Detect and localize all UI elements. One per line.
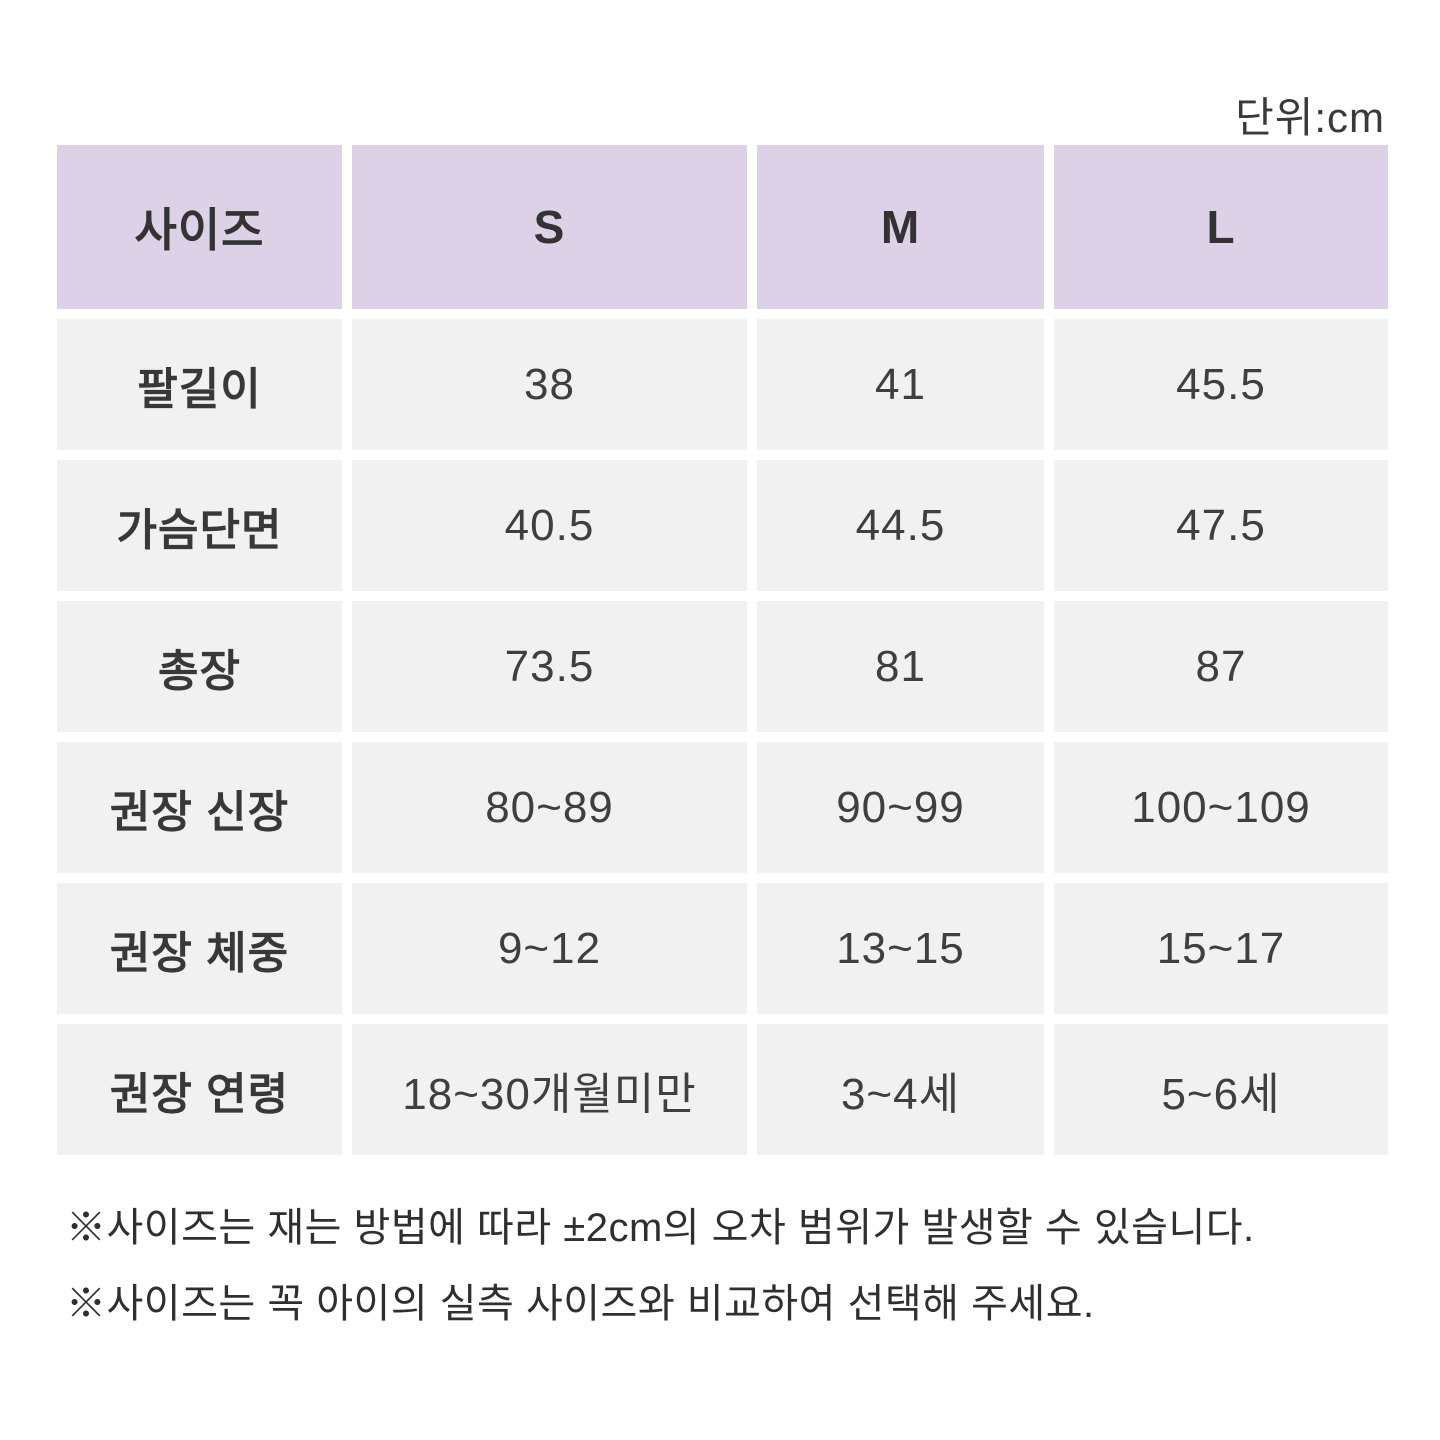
cell-chest-width-m: 44.5 [757,460,1044,591]
row-label-total-length: 총장 [57,601,342,732]
row-label-arm-length: 팔길이 [57,319,342,450]
cell-recommended-weight-s: 9~12 [352,883,747,1014]
cell-recommended-height-l: 100~109 [1054,742,1388,873]
header-cell-l: L [1054,145,1388,309]
header-cell-m: M [757,145,1044,309]
cell-recommended-height-m: 90~99 [757,742,1044,873]
cell-recommended-height-s: 80~89 [352,742,747,873]
cell-recommended-weight-m: 13~15 [757,883,1044,1014]
cell-arm-length-s: 38 [352,319,747,450]
cell-arm-length-l: 45.5 [1054,319,1388,450]
note-compare-actual-size: ※사이즈는 꼭 아이의 실측 사이즈와 비교하여 선택해 주세요. [66,1282,1095,1326]
size-notes: ※사이즈는 재는 방법에 따라 ±2cm의 오차 범위가 발생할 수 있습니다.… [66,1190,1255,1342]
unit-label: 단위:cm [1235,94,1385,141]
cell-recommended-age-s: 18~30개월미만 [352,1024,747,1155]
size-chart-table: 사이즈 S M L 팔길이 38 41 45.5 가슴단면 40.5 44.5 … [57,145,1388,1155]
cell-recommended-weight-l: 15~17 [1054,883,1388,1014]
cell-chest-width-s: 40.5 [352,460,747,591]
cell-total-length-l: 87 [1054,601,1388,732]
cell-arm-length-m: 41 [757,319,1044,450]
cell-recommended-age-l: 5~6세 [1054,1024,1388,1155]
cell-total-length-s: 73.5 [352,601,747,732]
cell-recommended-age-m: 3~4세 [757,1024,1044,1155]
header-cell-s: S [352,145,747,309]
row-label-chest-width: 가슴단면 [57,460,342,591]
note-measure-tolerance: ※사이즈는 재는 방법에 따라 ±2cm의 오차 범위가 발생할 수 있습니다. [66,1206,1255,1250]
cell-chest-width-l: 47.5 [1054,460,1388,591]
row-label-recommended-height: 권장 신장 [57,742,342,873]
header-cell-size: 사이즈 [57,145,342,309]
row-label-recommended-age: 권장 연령 [57,1024,342,1155]
row-label-recommended-weight: 권장 체중 [57,883,342,1014]
cell-total-length-m: 81 [757,601,1044,732]
